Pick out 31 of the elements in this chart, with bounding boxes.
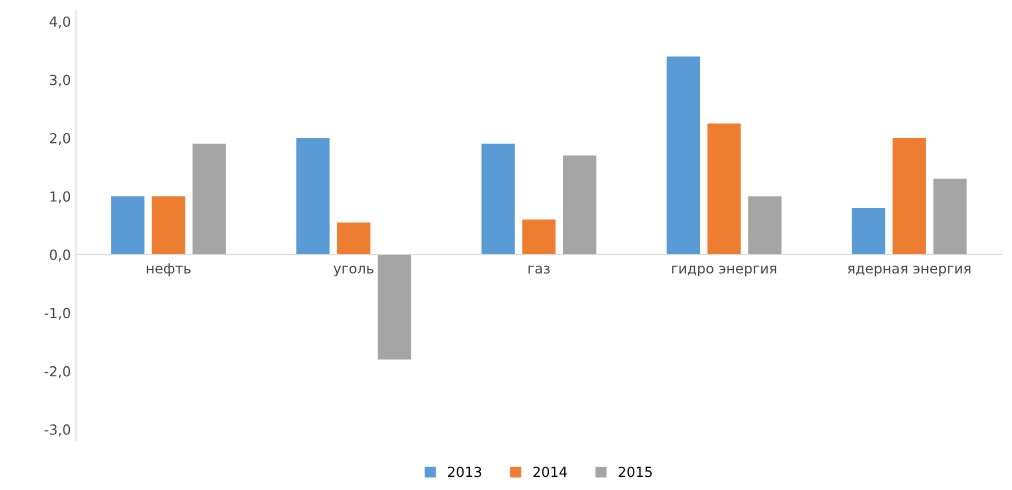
legend-label: 2013 — [448, 466, 482, 478]
y-tick-label: 3,0 — [50, 74, 71, 87]
bar — [377, 254, 412, 360]
x-tick-label: нефть — [146, 263, 191, 277]
bar — [933, 178, 967, 255]
bar — [562, 155, 597, 255]
bar — [666, 56, 701, 255]
y-tick-label: -2,0 — [44, 366, 71, 378]
bar — [111, 196, 145, 255]
legend-label: 2015 — [618, 466, 652, 478]
x-tick-label: гидро энергия — [672, 265, 777, 277]
y-tick-label: 4,0 — [49, 16, 71, 29]
x-tick-label: газ — [528, 265, 550, 274]
bar — [748, 196, 782, 255]
x-tick-label: уголь — [333, 265, 374, 277]
bar — [707, 123, 741, 255]
bar — [337, 222, 371, 255]
bar — [151, 196, 186, 255]
y-tick-label: -3,0 — [44, 424, 71, 437]
y-tick-label: 2,0 — [49, 132, 71, 145]
y-tick-label: 1,0 — [50, 191, 71, 204]
bar — [192, 143, 226, 255]
bar — [851, 207, 886, 255]
y-tick-label: -1,0 — [44, 307, 71, 320]
bar — [522, 219, 556, 255]
bar — [296, 137, 330, 255]
bar — [481, 143, 515, 255]
legend-label: 2014 — [533, 466, 567, 478]
bar — [892, 137, 926, 255]
x-tick-label: ядерная энергия — [847, 265, 971, 277]
y-tick-label: 0,0 — [49, 249, 71, 262]
